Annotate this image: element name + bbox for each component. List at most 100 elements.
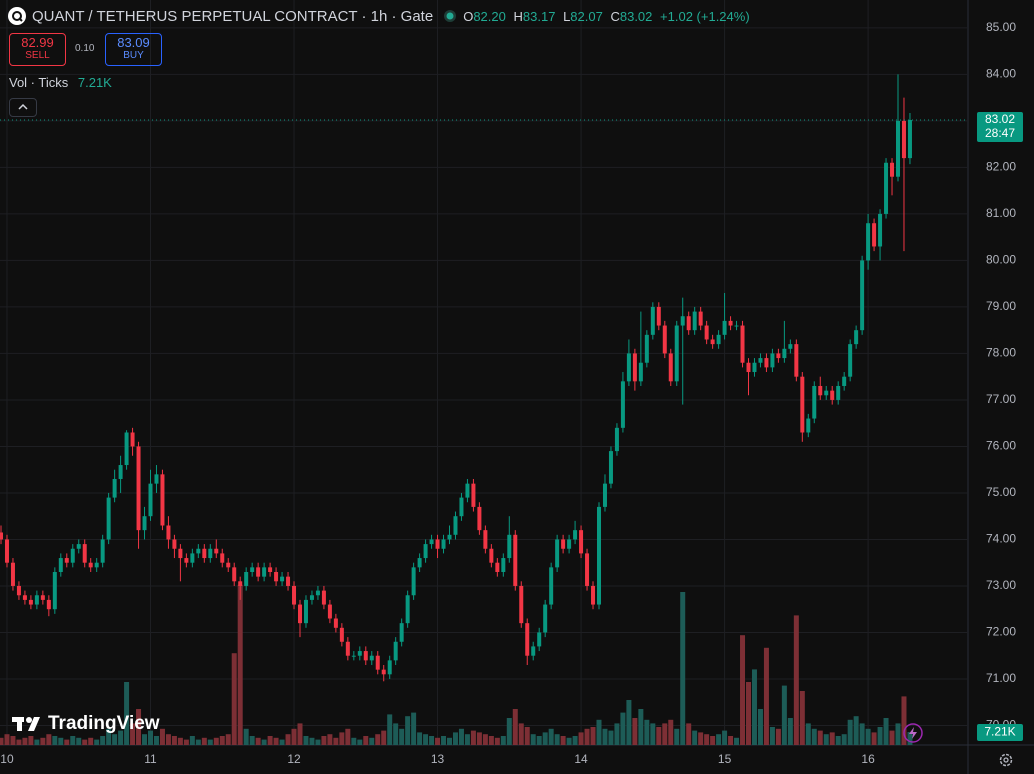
volume-bar bbox=[656, 727, 662, 745]
collapse-button[interactable] bbox=[9, 98, 37, 117]
volume-bar bbox=[722, 730, 728, 745]
alert-icon[interactable] bbox=[903, 723, 923, 743]
candle-body bbox=[818, 385, 823, 396]
legend-value: 83.17 bbox=[522, 8, 556, 24]
volume-bar bbox=[369, 737, 375, 745]
candle-body bbox=[142, 516, 147, 531]
volume-bar bbox=[243, 728, 249, 745]
volume-bar bbox=[452, 732, 458, 745]
candle-body bbox=[280, 576, 285, 582]
candle-body bbox=[339, 627, 344, 642]
legend-key: H bbox=[513, 8, 523, 24]
candle-body bbox=[896, 120, 900, 177]
volume-bar bbox=[351, 737, 357, 745]
candle-body bbox=[800, 376, 805, 433]
x-tick-label: 13 bbox=[431, 752, 445, 766]
y-tick-label: 82.00 bbox=[986, 160, 1016, 174]
volume-bar bbox=[22, 737, 28, 745]
buy-price: 83.09 bbox=[117, 35, 150, 50]
volume-bar bbox=[476, 732, 482, 745]
candle-body bbox=[597, 506, 601, 605]
volume-bar bbox=[536, 736, 542, 745]
volume-bar bbox=[572, 736, 578, 745]
volume-bar bbox=[548, 728, 554, 745]
volume-bar bbox=[470, 730, 476, 745]
volume-bar bbox=[345, 728, 351, 745]
y-tick-label: 73.00 bbox=[986, 578, 1016, 592]
volume-bar bbox=[506, 718, 512, 745]
candle-body bbox=[112, 478, 117, 498]
volume-bar bbox=[901, 696, 907, 745]
candle-body bbox=[668, 353, 673, 382]
volume-bar bbox=[189, 736, 195, 745]
volume-bar bbox=[357, 739, 363, 745]
volume-bar bbox=[0, 737, 4, 745]
candle-body bbox=[292, 585, 297, 605]
volume-bar bbox=[82, 739, 88, 745]
volume-bar bbox=[554, 734, 560, 745]
candle-body bbox=[76, 544, 81, 549]
candle-body bbox=[238, 581, 243, 586]
volume-bar bbox=[710, 736, 716, 745]
brand-name: TradingView bbox=[48, 713, 160, 734]
candle-body bbox=[866, 223, 871, 261]
candle-body bbox=[0, 532, 3, 540]
candle-body bbox=[118, 465, 123, 479]
indicator-name: Vol · Ticks bbox=[9, 75, 69, 90]
y-tick-label: 79.00 bbox=[986, 299, 1016, 313]
volume-bar bbox=[763, 647, 769, 745]
buy-button[interactable]: 83.09 BUY bbox=[105, 33, 162, 66]
volume-bar bbox=[16, 739, 22, 745]
candle-body bbox=[543, 604, 548, 633]
volume-bar bbox=[112, 734, 118, 745]
chart-title: QUANT / TETHERUS PERPETUAL CONTRACT · 1h… bbox=[32, 7, 434, 25]
candle-body bbox=[64, 558, 69, 563]
candle-body bbox=[579, 530, 584, 554]
volume-bar bbox=[148, 730, 153, 745]
volume-bar bbox=[799, 691, 805, 745]
volume-bar bbox=[46, 734, 52, 745]
candle-body bbox=[602, 483, 607, 507]
y-tick-label: 76.00 bbox=[986, 439, 1016, 453]
candle-body bbox=[513, 534, 518, 586]
candle-body bbox=[830, 390, 835, 400]
candle-body bbox=[686, 316, 691, 331]
volume-bar bbox=[638, 709, 644, 745]
y-tick-label: 85.00 bbox=[986, 20, 1016, 34]
volume-bar bbox=[668, 719, 674, 745]
candle-body bbox=[202, 548, 207, 559]
sell-button[interactable]: 82.99 SELL bbox=[9, 33, 66, 66]
settings-icon[interactable] bbox=[998, 752, 1014, 768]
change: +1.02 (+1.24%) bbox=[660, 8, 750, 24]
candle-body bbox=[890, 162, 895, 177]
candle-body bbox=[525, 623, 530, 656]
candle-body bbox=[644, 334, 649, 363]
candle-body bbox=[315, 590, 320, 596]
volume-bar bbox=[106, 728, 112, 745]
candle-body bbox=[507, 534, 512, 559]
candle-body bbox=[537, 632, 542, 647]
x-tick-label: 16 bbox=[861, 752, 875, 766]
candle-body bbox=[752, 362, 757, 373]
candle-body bbox=[704, 325, 709, 340]
y-tick-label: 80.00 bbox=[986, 253, 1016, 267]
volume-bar bbox=[177, 737, 183, 745]
legend-key: O bbox=[463, 8, 474, 24]
volume-bar bbox=[662, 723, 668, 745]
volume-bar bbox=[704, 734, 710, 745]
volume-bar bbox=[488, 736, 494, 745]
volume-bar bbox=[441, 736, 447, 745]
volume-bar bbox=[650, 723, 656, 745]
candle-body bbox=[901, 120, 906, 159]
branding: TradingView bbox=[12, 713, 160, 735]
candle-body bbox=[94, 562, 99, 568]
volume-bar bbox=[339, 732, 345, 745]
candle-body bbox=[806, 418, 811, 433]
volume-bar bbox=[632, 718, 638, 745]
legend-key: C bbox=[610, 8, 620, 24]
candle-body bbox=[232, 567, 237, 582]
candle-body bbox=[854, 330, 859, 345]
volume-bar bbox=[363, 736, 369, 745]
candle-body bbox=[662, 325, 667, 354]
candle-body bbox=[256, 567, 261, 577]
